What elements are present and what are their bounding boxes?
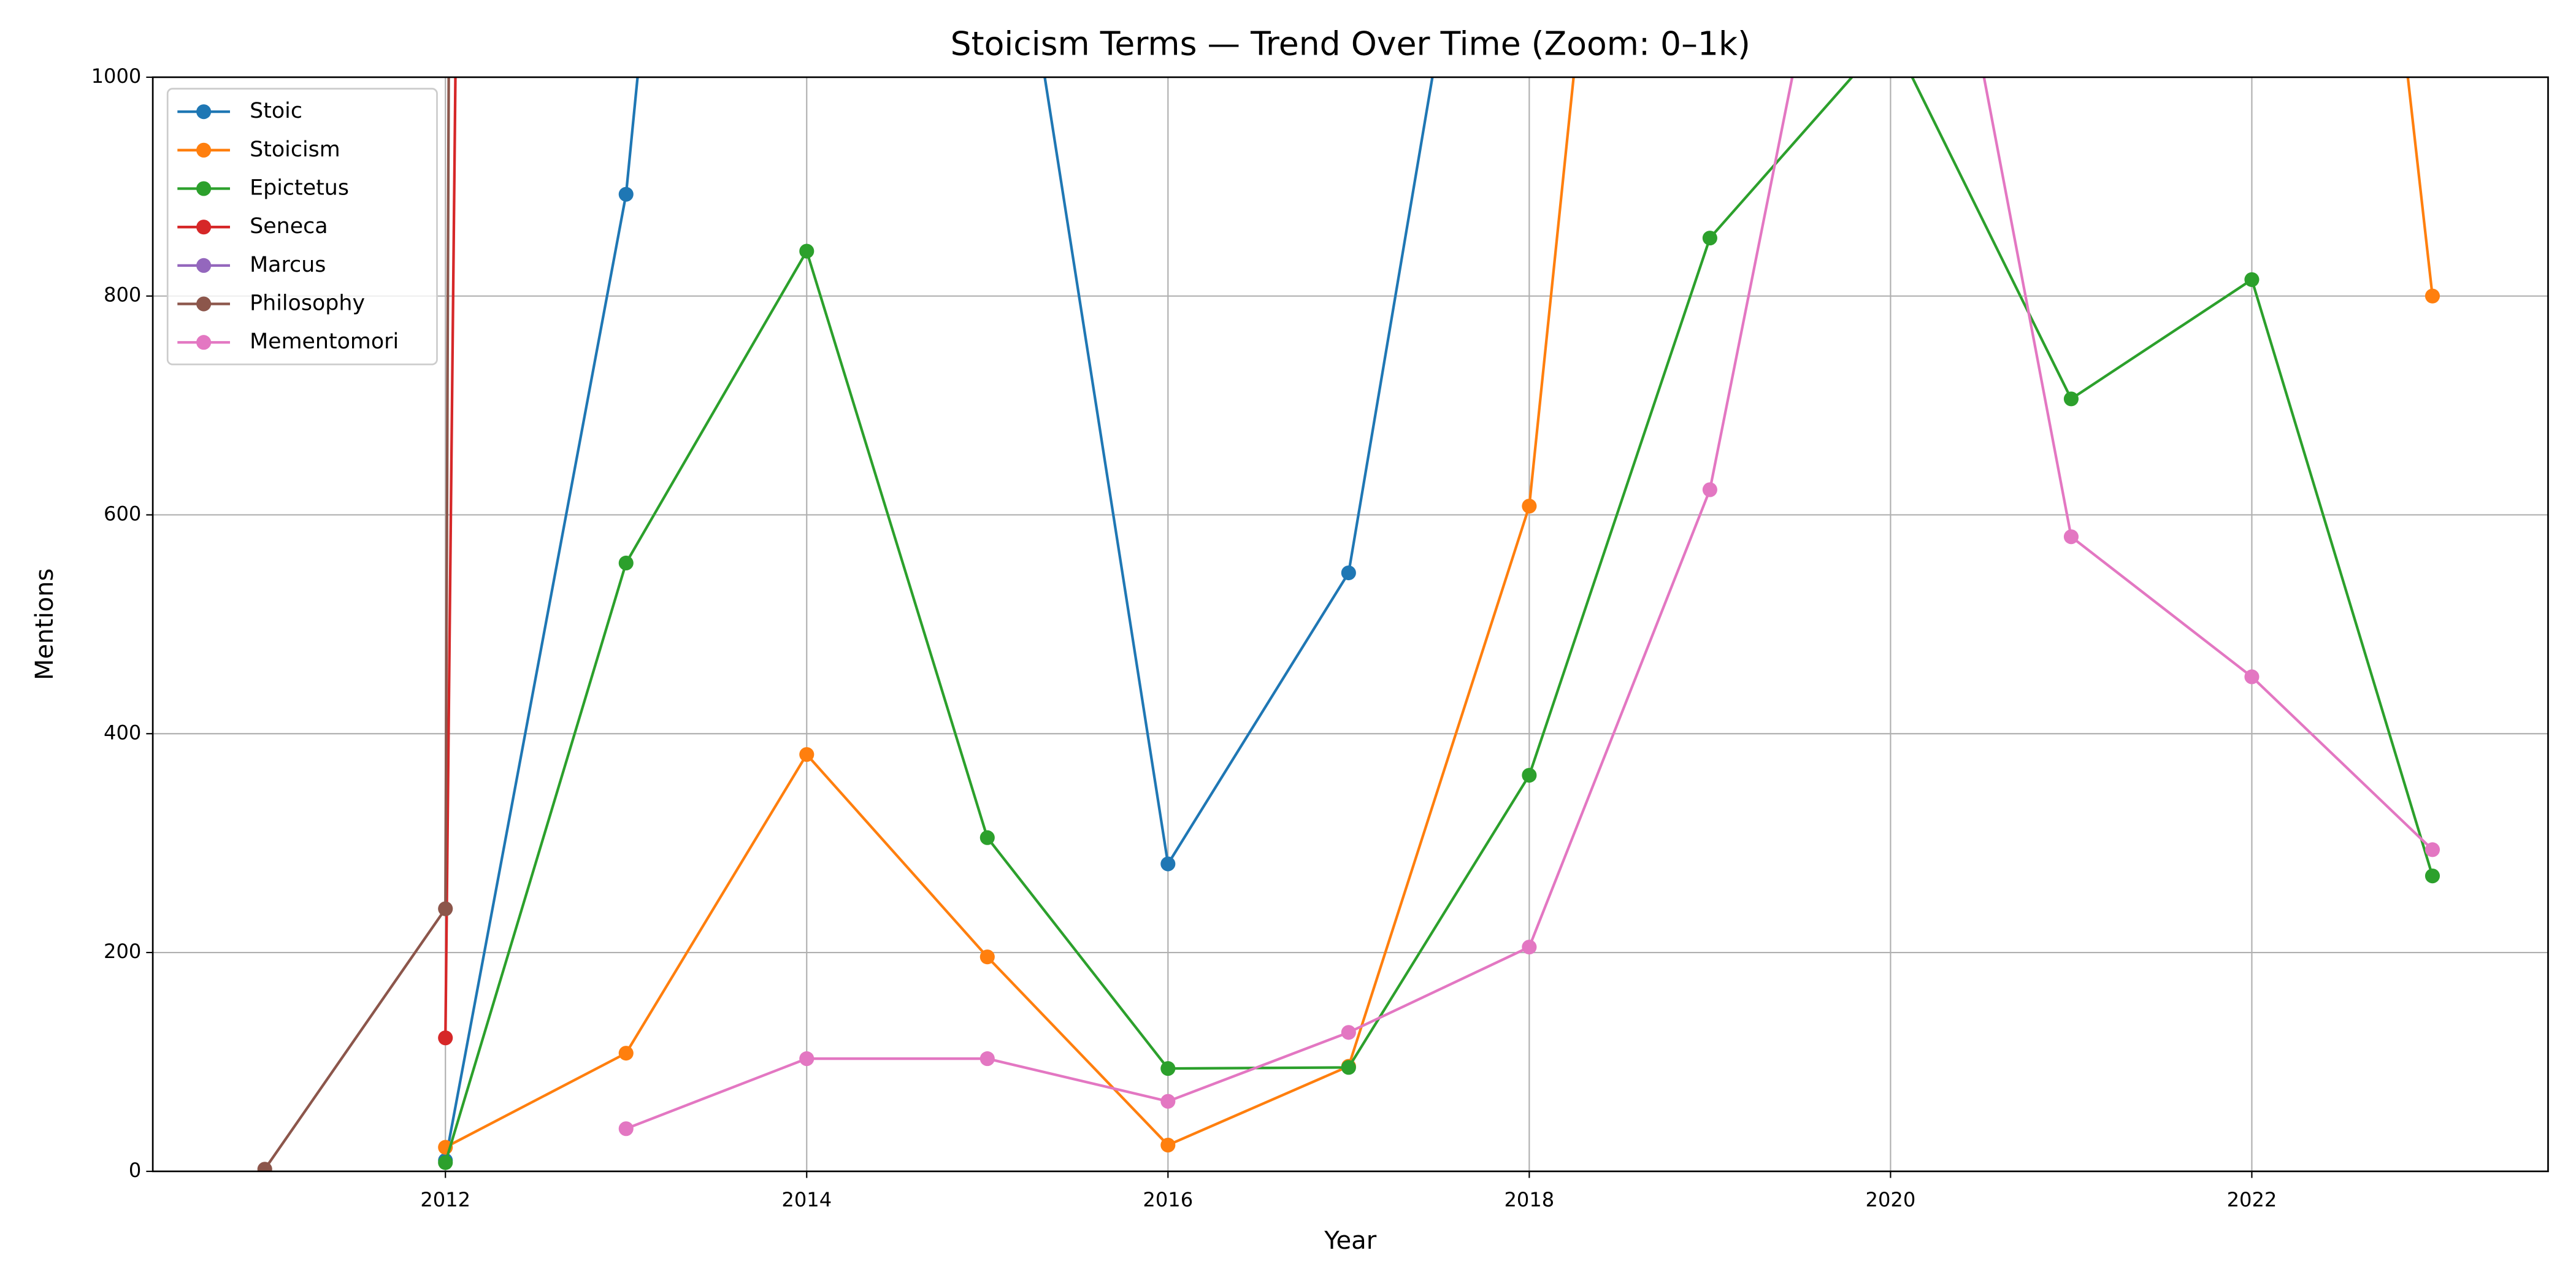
data-point <box>2063 529 2079 545</box>
legend-label: Stoicism <box>250 137 340 162</box>
data-point <box>618 1046 634 1061</box>
legend-label: Philosophy <box>250 291 365 316</box>
y-tick-label: 600 <box>104 502 141 525</box>
data-point <box>257 1162 272 1171</box>
data-point <box>1160 856 1176 872</box>
data-point <box>2244 272 2260 287</box>
data-point <box>1341 1025 1356 1040</box>
y-axis-label: Mentions <box>31 569 59 681</box>
data-point <box>2244 669 2260 684</box>
x-tick-label: 2014 <box>781 1188 832 1211</box>
data-point <box>618 555 634 571</box>
data-point <box>799 747 815 762</box>
data-point <box>1702 231 1717 246</box>
legend-label: Stoic <box>250 99 302 123</box>
legend-label: Epictetus <box>250 176 349 201</box>
legend-marker <box>196 142 212 158</box>
data-point <box>2425 868 2440 884</box>
data-point <box>438 1155 453 1170</box>
legend-marker <box>196 335 212 350</box>
data-point <box>979 830 995 845</box>
data-point <box>1522 767 1537 783</box>
y-tick-label: 0 <box>129 1159 141 1182</box>
ticks: 2012 2014 2016 2018 2020 2022 0 200 400 600 800 100… <box>91 64 2277 1211</box>
data-point <box>438 1030 453 1046</box>
data-point <box>1702 482 1717 497</box>
data-point <box>1160 1094 1176 1109</box>
data-point <box>1341 565 1356 581</box>
legend-label: Marcus <box>250 253 326 277</box>
data-point <box>1522 940 1537 955</box>
legend-box <box>166 88 438 366</box>
legend-marker <box>196 181 212 196</box>
y-tick-label: 1000 <box>91 64 142 88</box>
legend-marker <box>196 220 212 235</box>
chart-title: Stoicism Terms — Trend Over Time (Zoom: … <box>951 25 1750 63</box>
legend: Stoic Stoicism Epictetus Seneca Marcus Philos… <box>166 88 438 366</box>
data-point <box>2063 391 2079 407</box>
data-point <box>618 186 634 202</box>
data-point <box>618 1121 634 1137</box>
legend-marker <box>196 104 212 120</box>
data-point <box>2425 842 2440 857</box>
data-point <box>1341 1060 1356 1075</box>
data-point <box>799 1051 815 1067</box>
legend-label: Seneca <box>250 214 328 239</box>
data-point <box>1160 1137 1176 1153</box>
data-point <box>979 1051 995 1067</box>
data-point <box>438 901 453 916</box>
x-tick-label: 2020 <box>1866 1188 1916 1211</box>
legend-label: Mementomori <box>250 329 399 354</box>
legend-marker <box>196 258 212 273</box>
data-point <box>799 243 815 259</box>
series-line <box>445 77 2434 1149</box>
x-tick-label: 2016 <box>1143 1188 1193 1211</box>
legend-marker <box>196 296 212 312</box>
y-tick-label: 800 <box>104 283 141 307</box>
x-tick-label: 2012 <box>420 1188 470 1211</box>
plot-area <box>257 77 2440 1171</box>
x-axis-label: Year <box>1324 1227 1377 1255</box>
y-tick-label: 400 <box>104 721 141 744</box>
data-point <box>1160 1061 1176 1076</box>
data-point <box>979 949 995 965</box>
x-tick-label: 2018 <box>1504 1188 1554 1211</box>
x-tick-label: 2022 <box>2227 1188 2277 1211</box>
data-point <box>1522 499 1537 514</box>
y-tick-label: 200 <box>104 940 141 963</box>
data-point <box>2425 288 2440 304</box>
series-line <box>444 77 2434 1163</box>
plot-frame <box>151 76 2549 1173</box>
